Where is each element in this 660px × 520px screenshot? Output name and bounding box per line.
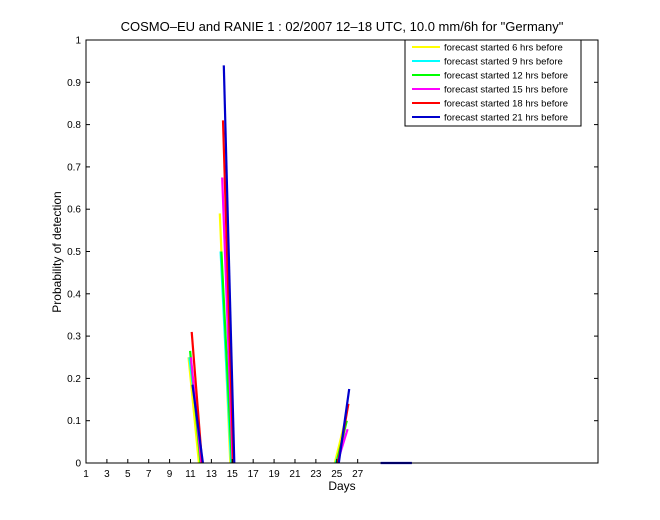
x-tick-label: 13 <box>206 469 218 480</box>
legend-label-5: forecast started 18 hrs before <box>444 99 568 110</box>
legend-label-2: forecast started 9 hrs before <box>444 57 563 68</box>
x-tick-label: 21 <box>289 469 301 480</box>
y-axis: 0 0.1 0.2 0.3 0.4 0.5 0.6 0.7 0.8 0.9 1 <box>67 36 598 470</box>
x-tick-label: 17 <box>248 469 260 480</box>
x-tick-label: 9 <box>167 469 173 480</box>
legend-box <box>404 39 582 127</box>
y-tick-label: 0.3 <box>67 332 81 343</box>
y-tick-label: 0.5 <box>67 247 81 258</box>
x-tick-label: 7 <box>146 469 152 480</box>
x-tick-label: 1 <box>83 469 89 480</box>
series-line-6-segment-2 <box>222 65 236 464</box>
series-line-6-segment-1 <box>191 384 204 464</box>
y-tick-label: 0.7 <box>67 162 81 173</box>
y-tick-label: 0.9 <box>67 78 81 89</box>
y-axis-title: Probability of detection <box>50 191 64 312</box>
x-tick-label: 11 <box>185 469 196 480</box>
legend-label-6: forecast started 21 hrs before <box>444 113 568 124</box>
y-tick-label: 1 <box>75 36 81 47</box>
x-tick-label: 25 <box>331 469 343 480</box>
y-tick-label: 0.1 <box>67 416 81 427</box>
x-tick-label: 19 <box>269 469 281 480</box>
legend-label-3: forecast started 12 hrs before <box>444 71 568 82</box>
x-tick-label: 27 <box>352 469 364 480</box>
series-line-3-segment-2 <box>220 251 233 464</box>
x-tick-label: 15 <box>227 469 239 480</box>
y-tick-label: 0.4 <box>67 289 81 300</box>
series-line-6-segment-3 <box>337 388 351 464</box>
series-line-1-segment-1 <box>187 357 200 464</box>
chart-title: COSMO–EU and RANIE 1 : 02/2007 12–18 UTC… <box>121 19 564 34</box>
x-axis: 1 3 5 7 9 11 13 15 17 19 21 23 25 27 <box>83 459 364 480</box>
y-tick-label: 0 <box>75 459 81 470</box>
legend-label-4: forecast started 15 hrs before <box>444 85 568 96</box>
x-axis-title: Days <box>328 479 355 493</box>
y-tick-label: 0.2 <box>67 374 81 385</box>
y-tick-label: 0.6 <box>67 205 81 216</box>
legend-label-1: forecast started 6 hrs before <box>444 43 563 54</box>
y-tick-label: 0.8 <box>67 120 81 131</box>
x-tick-label: 23 <box>310 469 322 480</box>
x-tick-label: 5 <box>125 469 131 480</box>
x-tick-label: 3 <box>104 469 110 480</box>
series-layer <box>187 65 412 465</box>
legend: forecast started 6 hrs before forecast st… <box>404 39 582 127</box>
